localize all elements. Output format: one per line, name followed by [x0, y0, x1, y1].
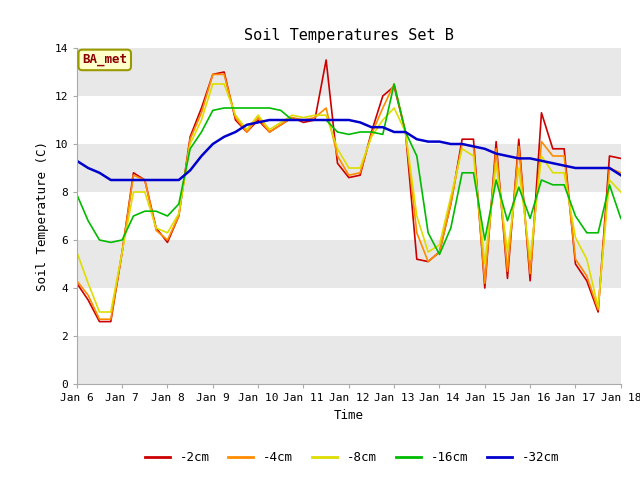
Y-axis label: Soil Temperature (C): Soil Temperature (C)	[36, 141, 49, 291]
Title: Soil Temperatures Set B: Soil Temperatures Set B	[244, 28, 454, 43]
Bar	[77, 96, 621, 144]
Bar	[77, 48, 621, 96]
Bar	[77, 240, 621, 288]
Bar	[77, 336, 621, 384]
Legend: -2cm, -4cm, -8cm, -16cm, -32cm: -2cm, -4cm, -8cm, -16cm, -32cm	[140, 446, 564, 469]
Text: BA_met: BA_met	[82, 53, 127, 66]
X-axis label: Time: Time	[334, 408, 364, 421]
Bar	[77, 288, 621, 336]
Bar	[77, 144, 621, 192]
Bar	[77, 192, 621, 240]
